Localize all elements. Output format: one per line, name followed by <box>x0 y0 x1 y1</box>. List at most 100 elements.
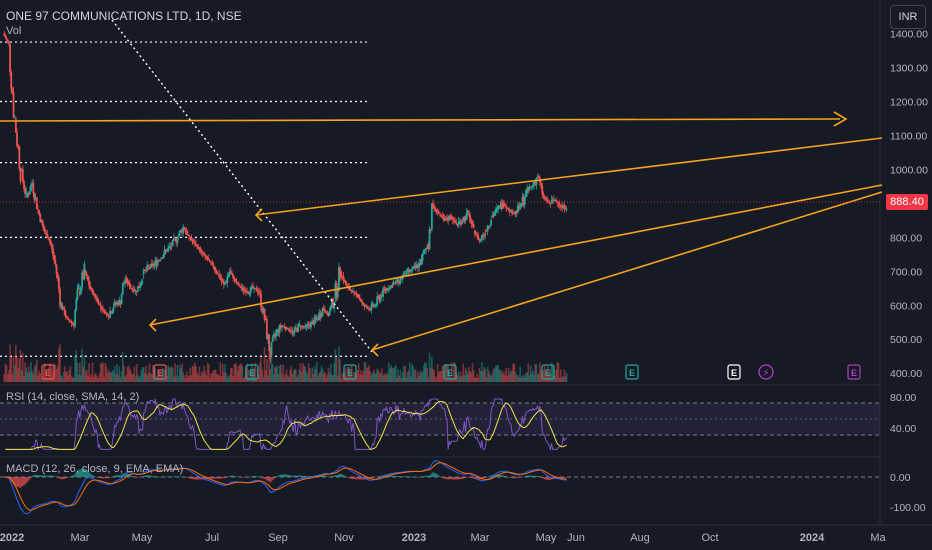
macd-histogram-bar <box>85 469 88 477</box>
macd-histogram-bar <box>359 477 361 480</box>
volume-bar <box>26 372 29 382</box>
last-price-badge: 888.40 <box>886 194 928 210</box>
time-axis[interactable]: 2022 Mar May Jul Sep Nov 2023 Mar May Jun Aug Oct 20… <box>0 532 887 544</box>
candle-body <box>141 281 144 283</box>
volume-bar <box>456 374 459 382</box>
macd-histogram-bar <box>80 469 82 477</box>
volume-bar <box>163 369 166 382</box>
time-axis-label: Ma <box>870 532 886 544</box>
macd-histogram-bar <box>189 477 191 479</box>
volume-bar <box>288 377 290 382</box>
candle-body <box>255 288 258 291</box>
volume-bar <box>378 372 381 382</box>
macd-histogram-bar <box>514 477 517 479</box>
candle-body <box>102 308 104 311</box>
macd-histogram-bar <box>540 477 542 478</box>
candle-body <box>448 215 451 221</box>
candle-body <box>114 302 117 305</box>
macd-histogram-bar <box>268 477 270 482</box>
volume-bar <box>370 374 373 382</box>
macd-histogram-bar <box>448 477 451 480</box>
candle-body <box>559 205 562 207</box>
volume-bar <box>432 368 434 382</box>
macd-histogram-bar <box>299 475 302 477</box>
macd-histogram-bar <box>346 477 348 478</box>
candle-body <box>460 220 462 225</box>
dividend-marker[interactable]: ⚡ <box>758 364 774 380</box>
candle-body <box>74 310 77 327</box>
macd-histogram-bar <box>192 477 195 480</box>
volume-bar <box>247 369 250 382</box>
currency-button[interactable]: INR <box>890 5 926 29</box>
macd-histogram-bar <box>246 477 248 478</box>
macd-histogram-bar <box>482 477 484 479</box>
volume-bar <box>32 373 35 382</box>
volume-bar <box>384 374 387 382</box>
volume-bar <box>237 371 239 382</box>
candle-body <box>199 249 202 251</box>
earnings-marker-letter: E <box>545 368 551 378</box>
candle-body <box>413 266 416 268</box>
macd-histogram-bar <box>125 473 128 477</box>
macd-histogram-bar <box>105 477 108 479</box>
macd-histogram-bar <box>379 475 382 477</box>
candle-body <box>548 202 551 204</box>
candle-body <box>262 308 265 313</box>
volume-bar <box>410 376 412 382</box>
macd-histogram-bar <box>327 476 330 478</box>
macd-histogram-bar <box>49 475 52 477</box>
volume-bar <box>124 376 126 382</box>
macd-histogram-bar <box>333 476 336 477</box>
candle-body <box>183 227 186 230</box>
volume-bar <box>386 374 389 382</box>
macd-histogram-bar <box>291 475 294 477</box>
candle-body <box>217 273 219 275</box>
volume-bar <box>491 373 494 382</box>
candle-body <box>219 277 222 279</box>
candle-body <box>509 210 512 212</box>
macd-histogram-bar <box>357 477 360 480</box>
volume-bar <box>214 369 217 382</box>
downtrend-line[interactable] <box>111 19 373 353</box>
macd-histogram-bar <box>296 475 298 477</box>
candle-body <box>192 241 195 243</box>
volume-bar <box>309 367 311 382</box>
candle-body <box>529 186 532 188</box>
candle-body <box>344 281 347 285</box>
macd-histogram-bar <box>378 476 381 477</box>
macd-histogram-bar <box>342 475 345 477</box>
macd-histogram-bar <box>542 477 545 479</box>
candle-body <box>410 271 412 273</box>
candle-body <box>146 265 149 271</box>
macd-histogram-bar <box>228 475 231 477</box>
candle-body <box>249 287 252 294</box>
candle-body <box>532 185 534 187</box>
volume-bar <box>191 365 194 382</box>
candle-body <box>112 307 115 312</box>
volume-bar <box>377 370 380 382</box>
macd-histogram-bar <box>399 476 402 477</box>
macd-histogram-bar <box>292 475 295 477</box>
candle-body <box>90 288 93 290</box>
macd-histogram-bar <box>415 476 418 478</box>
volume-bar <box>433 370 435 382</box>
volume-bar <box>99 364 102 382</box>
volume-bar <box>413 369 416 382</box>
volume-bar <box>485 377 488 382</box>
volume-bar <box>212 370 215 382</box>
candle-body <box>175 238 178 243</box>
volume-bar <box>503 371 505 382</box>
macd-histogram-bar <box>40 475 43 477</box>
volume-bar <box>210 373 212 382</box>
macd-histogram-bar <box>89 473 92 477</box>
candle-body <box>343 280 346 282</box>
price-axis[interactable]: 1400.001300.001200.001100.001000.00900.0… <box>890 29 928 381</box>
volume-bar <box>252 368 254 382</box>
macd-histogram-bar <box>120 474 123 477</box>
volume-bar <box>436 364 439 382</box>
volume-bar <box>426 368 429 382</box>
volume-bar <box>98 373 101 382</box>
candle-body <box>197 246 200 249</box>
